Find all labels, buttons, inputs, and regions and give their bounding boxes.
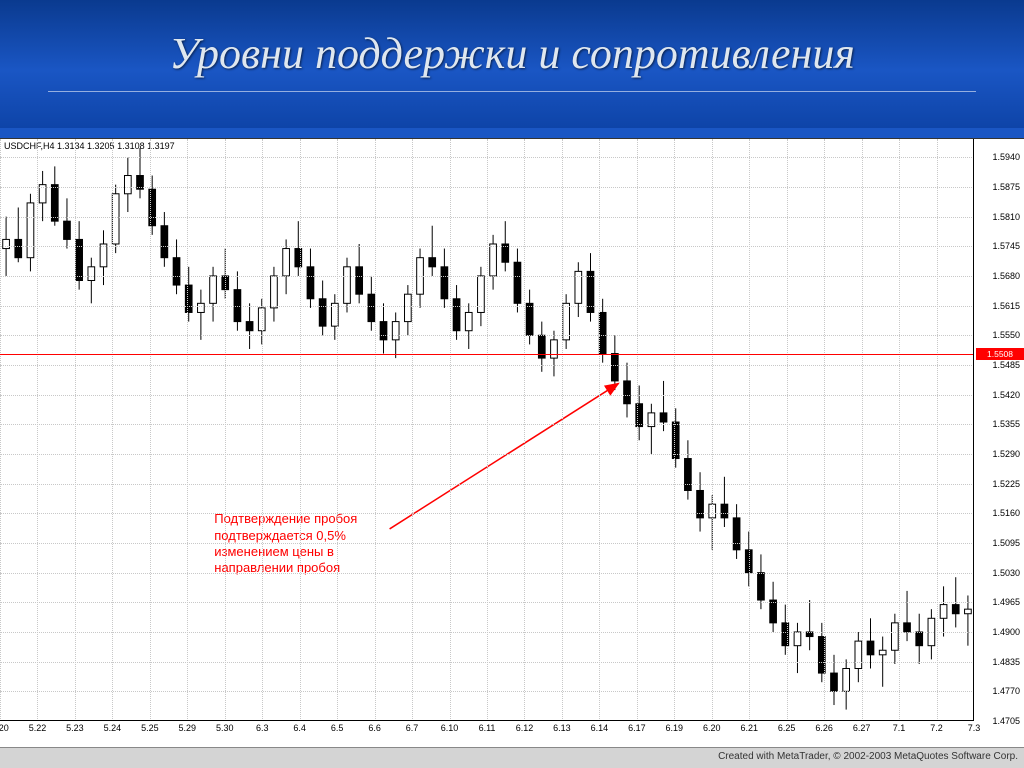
- x-tick-label: 6.3: [256, 723, 269, 733]
- y-tick-label: 1.5225: [992, 479, 1020, 489]
- x-tick-label: 5.22: [29, 723, 47, 733]
- grid-v: [150, 139, 151, 721]
- x-tick-label: 7.1: [893, 723, 906, 733]
- y-tick-label: 1.5290: [992, 449, 1020, 459]
- x-tick-label: 7.2: [930, 723, 943, 733]
- x-tick-label: 5.30: [216, 723, 234, 733]
- y-tick-label: 1.4835: [992, 657, 1020, 667]
- x-tick-label: 6.19: [666, 723, 684, 733]
- price-marker: 1.5508: [976, 348, 1024, 360]
- grid-v: [337, 139, 338, 721]
- x-tick-label: 6.17: [628, 723, 646, 733]
- x-tick-label: 6.6: [368, 723, 381, 733]
- x-tick-label: 6.21: [740, 723, 758, 733]
- grid-v: [749, 139, 750, 721]
- y-tick-label: 1.5095: [992, 538, 1020, 548]
- grid-v: [450, 139, 451, 721]
- x-tick-label: 7.3: [968, 723, 981, 733]
- grid-v: [899, 139, 900, 721]
- x-tick-label: 6.12: [516, 723, 534, 733]
- grid-v: [187, 139, 188, 721]
- grid-v: [862, 139, 863, 721]
- grid-v: [262, 139, 263, 721]
- y-tick-label: 1.5615: [992, 301, 1020, 311]
- y-tick-label: 1.5485: [992, 360, 1020, 370]
- grid-v: [524, 139, 525, 721]
- x-tick-label: 6.7: [406, 723, 419, 733]
- y-tick-label: 1.5550: [992, 330, 1020, 340]
- y-axis: 1.5940 1.5875 1.5810 1.5745 1.5680 1.5615 1.55…: [973, 139, 1024, 721]
- grid-v: [225, 139, 226, 721]
- y-tick-label: 1.5940: [992, 152, 1020, 162]
- price-plot: USDCHF,H4 1.3134 1.3205 1.3108 1.3197 По…: [0, 139, 974, 721]
- x-tick-label: 6.14: [591, 723, 609, 733]
- y-tick-label: 1.4900: [992, 627, 1020, 637]
- title-underline: [48, 91, 976, 92]
- grid-v: [599, 139, 600, 721]
- grid-v: [487, 139, 488, 721]
- grid-v: [712, 139, 713, 721]
- grid-v: [412, 139, 413, 721]
- y-tick-label: 1.5680: [992, 271, 1020, 281]
- footer-strip: Created with MetaTrader, © 2002-2003 Met…: [0, 747, 1024, 768]
- x-tick-label: 5.20: [0, 723, 9, 733]
- x-axis: 5.20 5.22 5.23 5.24 5.25 5.29 5.30 6.3 6.4 6.5 6.6…: [0, 720, 974, 749]
- grid-v: [824, 139, 825, 721]
- title-bar: Уровни поддержки и сопротивления: [0, 0, 1024, 130]
- grid-v: [37, 139, 38, 721]
- grid-v: [300, 139, 301, 721]
- x-tick-label: 6.25: [778, 723, 796, 733]
- y-tick-label: 1.5745: [992, 241, 1020, 251]
- grid-v: [674, 139, 675, 721]
- y-tick-label: 1.5030: [992, 568, 1020, 578]
- x-tick-label: 5.23: [66, 723, 84, 733]
- x-tick-label: 6.5: [331, 723, 344, 733]
- y-tick-label: 1.4770: [992, 686, 1020, 696]
- grid-v: [787, 139, 788, 721]
- x-tick-label: 6.13: [553, 723, 571, 733]
- y-tick-label: 1.5355: [992, 419, 1020, 429]
- y-tick-label: 1.5810: [992, 212, 1020, 222]
- grid-v: [562, 139, 563, 721]
- x-tick-label: 6.4: [293, 723, 306, 733]
- support-line: [0, 354, 974, 355]
- x-tick-label: 5.24: [104, 723, 122, 733]
- y-tick-label: 1.4705: [992, 716, 1020, 726]
- x-tick-label: 6.20: [703, 723, 721, 733]
- grid-v: [937, 139, 938, 721]
- grid-v: [75, 139, 76, 721]
- x-tick-label: 5.25: [141, 723, 159, 733]
- grid-v: [0, 139, 1, 721]
- grid-v: [637, 139, 638, 721]
- grid-v: [375, 139, 376, 721]
- y-tick-label: 1.4965: [992, 597, 1020, 607]
- x-tick-label: 6.26: [815, 723, 833, 733]
- title-strip: [0, 128, 1024, 138]
- footer-text: Created with MetaTrader, © 2002-2003 Met…: [718, 751, 1018, 762]
- annotation-text: Подтверждение пробояподтверждается 0,5%и…: [214, 511, 357, 576]
- x-tick-label: 6.27: [853, 723, 871, 733]
- y-tick-label: 1.5875: [992, 182, 1020, 192]
- y-tick-label: 1.5420: [992, 390, 1020, 400]
- slide-title: Уровни поддержки и сопротивления: [0, 28, 1024, 79]
- x-tick-label: 6.11: [479, 723, 496, 733]
- y-tick-label: 1.5160: [992, 508, 1020, 518]
- chart-frame: USDCHF,H4 1.3134 1.3205 1.3108 1.3197 По…: [0, 138, 1024, 750]
- x-tick-label: 5.29: [179, 723, 197, 733]
- x-tick-label: 6.10: [441, 723, 459, 733]
- grid-v: [112, 139, 113, 721]
